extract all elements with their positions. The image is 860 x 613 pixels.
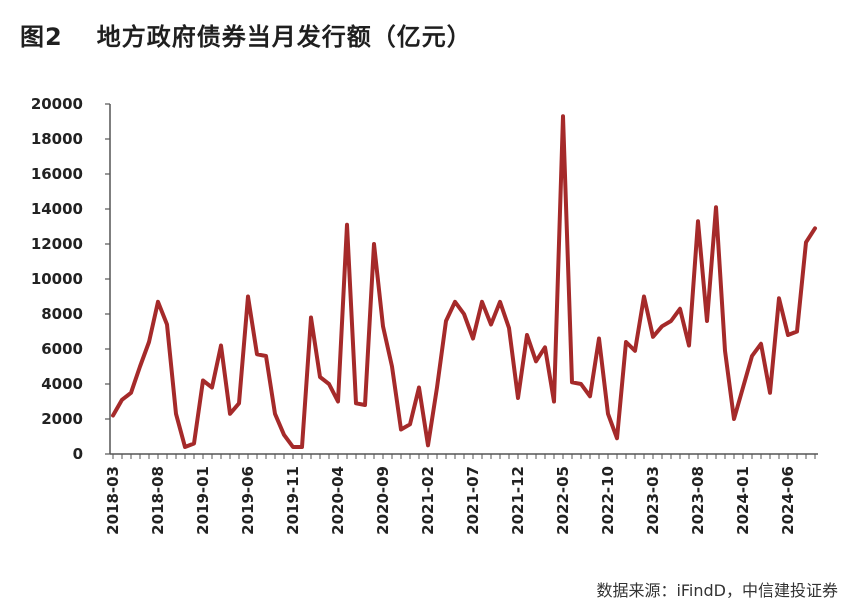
y-tick-label: 4000 xyxy=(41,375,83,393)
x-tick-label: 2024-01 xyxy=(734,466,752,535)
x-tick-label: 2018-08 xyxy=(149,466,167,535)
x-tick-label: 2021-12 xyxy=(509,466,527,535)
y-tick-label: 8000 xyxy=(41,305,83,323)
y-tick-label: 12000 xyxy=(31,235,83,253)
x-tick-label: 2024-06 xyxy=(779,466,797,535)
x-tick-label: 2021-02 xyxy=(419,466,437,535)
figure-title: 地方政府债券当月发行额（亿元） xyxy=(96,22,472,51)
figure-header: 图2 地方政府债券当月发行额（亿元） xyxy=(20,14,472,54)
x-tick-label: 2018-03 xyxy=(104,466,122,535)
figure-number: 图2 xyxy=(20,22,63,51)
x-tick-label: 2021-07 xyxy=(464,466,482,535)
y-tick-label: 14000 xyxy=(31,200,83,218)
data-source-note: 数据来源：iFindD，中信建投证券 xyxy=(596,581,838,600)
y-tick-label: 6000 xyxy=(41,340,83,358)
y-tick-label: 16000 xyxy=(31,165,83,183)
y-tick-label: 0 xyxy=(73,445,83,463)
x-tick-label: 2020-09 xyxy=(374,466,392,535)
x-tick-label: 2020-04 xyxy=(329,466,347,535)
x-tick-label: 2019-11 xyxy=(284,466,302,535)
x-tick-label: 2022-10 xyxy=(599,466,617,535)
x-tick-label: 2019-06 xyxy=(239,466,257,535)
x-tick-label: 2019-01 xyxy=(194,466,212,535)
y-tick-label: 18000 xyxy=(31,130,83,148)
x-tick-label: 2022-05 xyxy=(554,466,572,535)
y-tick-label: 10000 xyxy=(31,270,83,288)
x-tick-label: 2023-08 xyxy=(689,466,707,535)
x-tick-label: 2023-03 xyxy=(644,466,662,535)
y-tick-label: 20000 xyxy=(31,95,83,113)
y-tick-label: 2000 xyxy=(41,410,83,428)
series-line xyxy=(111,114,817,449)
